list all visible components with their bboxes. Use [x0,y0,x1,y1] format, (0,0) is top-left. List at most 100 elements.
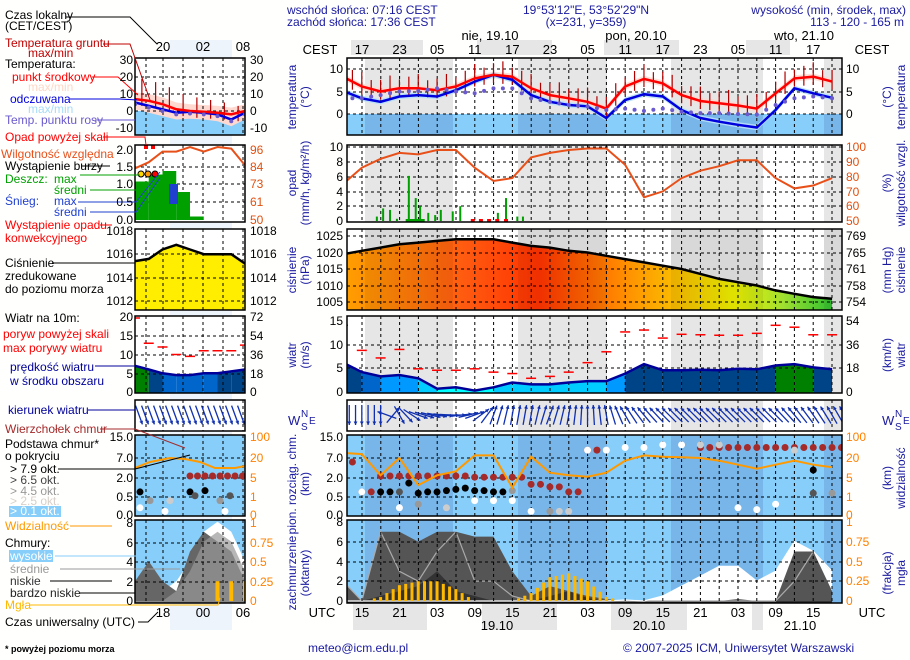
cloud-top-dot [837,444,842,451]
cloud-top-dot [706,444,714,451]
wind-arrow-head [423,415,428,420]
wind-speed-segment [700,369,720,393]
local-wind_kmh-right-tick-label: 54 [250,329,264,343]
wind-speed-segment [135,365,149,393]
cloud-base-dot [678,441,686,449]
legend-wind-speed-1: prędkość wiatru [10,360,94,374]
local-time-label: CEST [303,42,338,57]
fog-bar [441,583,445,601]
cloud-base-dot [395,488,403,496]
pressure-axis-unit: (hPa) [298,255,312,284]
legend-ground-temp: Temperatura gruntu [5,36,110,50]
okt-tick-label: 4 [336,555,343,569]
legend-felt: odczuwana [10,92,71,106]
cloud-base-dot [414,489,422,497]
wind-speed-segment [203,373,218,393]
fog-bar [391,589,395,601]
local-top-hour-label: 20 [156,39,170,54]
utc-time-label: UTC [309,605,336,620]
wind-arrow-head [430,415,435,419]
legend-snow-max: max [54,194,77,208]
wind-arrow-head [199,420,204,425]
cloud-axis-unit: (km) [298,472,312,496]
wind-arrow-head [693,407,698,412]
wind-speed-segment [399,374,419,393]
panel-frame [134,228,246,311]
cloud-base-dot [166,497,174,505]
precip-tick-label: 6 [336,170,343,184]
wind-speed-segment [493,382,513,393]
cloud-top-dot [386,472,394,480]
local-okt-tick-label: 8 [126,516,133,530]
legend-pressure-3: do poziomu morza [5,282,104,296]
local-wind-tick-label: 10 [120,348,134,362]
wind-arrow-head [499,405,504,410]
email-link[interactable]: meteo@icm.edu.pl [308,641,408,655]
legend-rain: Deszcz: [5,172,48,186]
legend-very-low: bardzo niskie [10,586,81,600]
local-cloud-tick-label: 0.0 [116,508,133,522]
pressure-right-tick-label: 758 [846,279,866,293]
storm-marker [144,170,152,178]
okt-right-tick-label: 0.5 [846,555,863,569]
cloud-base-dot [405,479,413,487]
wind-arrow-head [377,410,382,415]
wind-speed-segment [531,384,550,393]
local-precip-tick-label: 2.0 [116,143,133,157]
convective-marker [478,219,483,222]
wind-arrow-head [827,406,831,411]
local-visibility-right-tick-label: 20 [250,451,264,465]
dew-point-dot [707,111,712,116]
wind-arrow-head [668,407,673,412]
compass-n: N [301,409,308,420]
wind-axis-title: wiatr [285,342,299,368]
humidity-line [347,147,833,199]
cloud-top-dot [461,472,469,480]
wind-speed-segment [347,364,362,393]
precip-axis-unit: (mm/h, kg/m²/h) [298,141,312,226]
okt-right-axis-title: mgła [894,560,908,586]
wind-arrow-head [353,421,358,425]
wind-arrow-head [637,407,642,412]
precip-right-tick-label: 90 [846,155,860,169]
rain-bar [516,216,519,221]
compass-e: E [903,416,910,427]
temp-tick-label: 5 [336,85,343,99]
cloud-right-tick-label: 0 [846,508,853,522]
legend-cloud-base-1: Podstawa chmur* [5,437,99,451]
legend-visibility: Widzialność [5,519,69,533]
cloud-tick-label: 0.5 [326,490,343,504]
temp-tick-label: 0 [336,107,343,121]
legend-connectors [30,16,221,623]
coordinates-text: 19°53'12"E, 53°52'29"N [523,3,649,17]
local-fog-right-tick-label: 0.5 [250,555,267,569]
cloud-right-tick-label: 20 [846,451,860,465]
wind-right-tick-label: 54 [846,314,860,328]
wind-tick-label: 5 [336,361,343,375]
cloud-base-dot [386,488,394,496]
dew-point-dot [698,111,703,116]
cloud-tick-label: 15.0 [320,430,344,444]
cloud-base-dot [489,488,497,496]
cloud-top-dot [781,444,789,451]
legend-convective-2: konwekcyjnego [5,231,87,245]
fog-bar [554,575,558,601]
panel-frame [134,57,246,136]
cloud-top-dot [201,472,209,480]
cloud-top-dot [762,444,770,451]
cloud-base-dot [414,500,422,508]
cloud-base-dot [621,444,629,451]
cloud-base-dot [480,487,488,495]
okt-right-tick-label: 1 [846,515,853,529]
wind-speed-segment [190,373,204,393]
dew-point-dot [811,94,816,99]
fog-bar [542,582,546,601]
dew-point-dot [529,96,534,101]
wind-speed-segment [681,369,701,393]
local-cloud-tick-label: 0.5 [116,490,133,504]
fog-bar [517,598,521,601]
cloud-base-dot [527,507,535,515]
wind-arrow-head [687,407,691,412]
wind-arrow-head [597,405,602,409]
dew-point-dot [435,86,440,91]
